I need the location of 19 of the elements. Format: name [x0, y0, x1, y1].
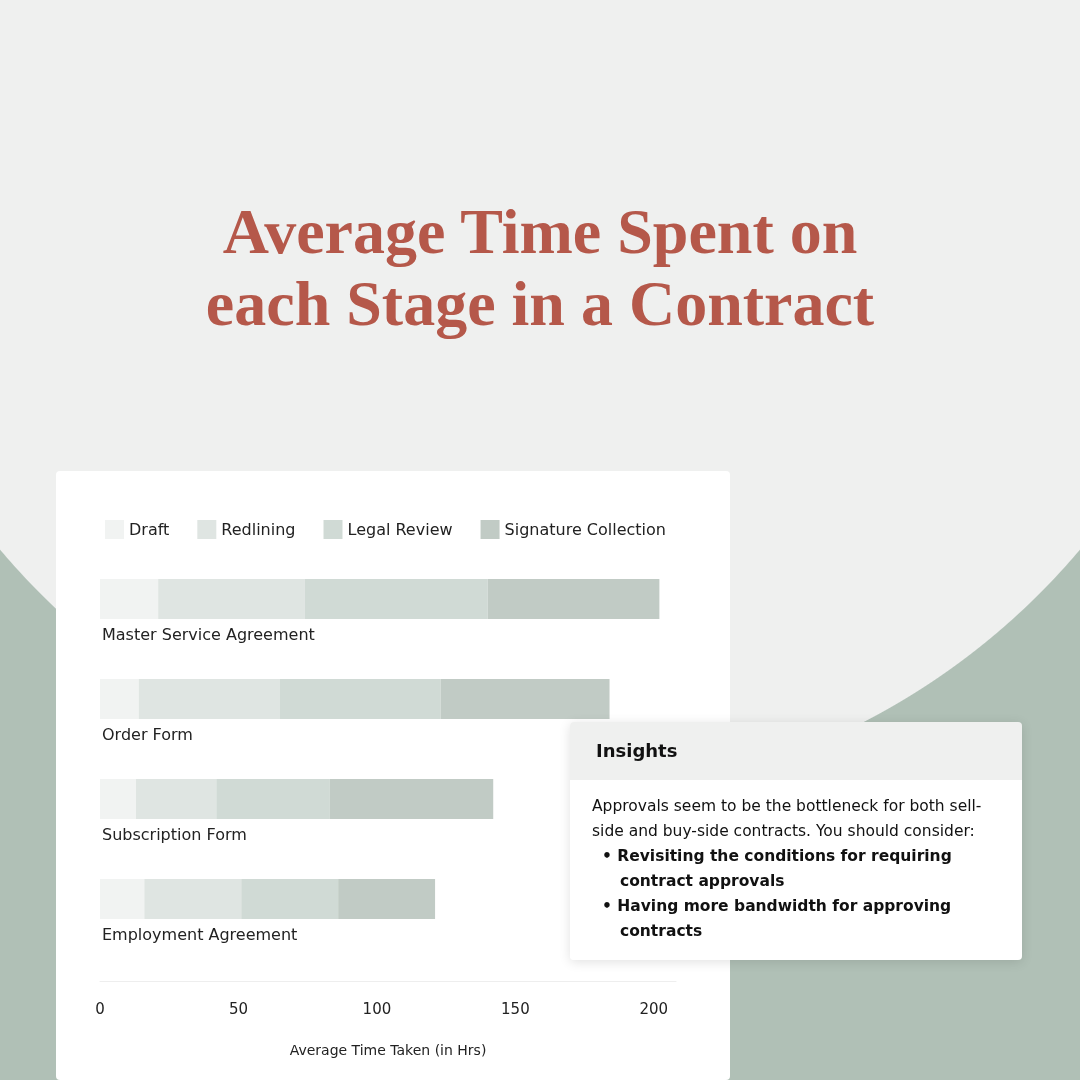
chart-title: Average Time Spent on each Stage in a Contract — [204, 196, 876, 340]
x-axis-title: Average Time Taken (in Hrs) — [289, 1042, 487, 1058]
x-tick-label: 150 — [501, 999, 530, 1018]
annotation: • Revisiting the conditions for requiring contract approvals — [601, 846, 953, 892]
legend-label: Draft — [129, 520, 170, 539]
annotation: Approvals seem to be the bottleneck for both sell-side and buy-side contracts. You should consider: — [592, 796, 983, 842]
y-tick-label: Subscription Form — [102, 824, 247, 844]
legend-label: Legal Review — [347, 520, 453, 539]
legend-label: Signature Collection — [504, 520, 666, 539]
x-tick-label: 50 — [228, 999, 249, 1018]
annotation: • Having more bandwidth for approving contracts — [601, 896, 953, 942]
x-tick-label: 200 — [639, 999, 669, 1018]
legend-label: Redlining — [221, 520, 296, 539]
x-tick-label: 100 — [362, 999, 392, 1018]
y-tick-label: Master Service Agreement — [102, 624, 315, 644]
y-tick-label: Employment Agreement — [102, 924, 298, 944]
x-tick-label: 0 — [95, 999, 105, 1018]
y-tick-label: Order Form — [102, 724, 193, 744]
annotation: Insights — [595, 739, 679, 763]
